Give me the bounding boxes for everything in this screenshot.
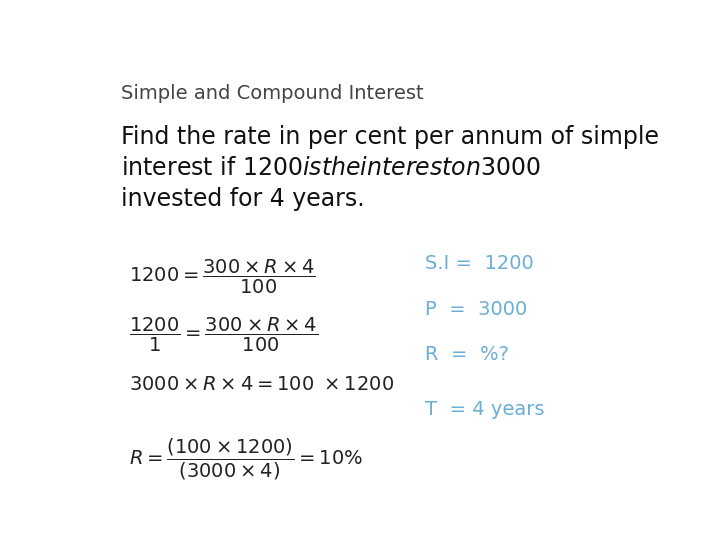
Text: $3000\times R\times 4=100\ \times1200$: $3000\times R\times 4=100\ \times1200$ (129, 375, 394, 394)
Text: $\dfrac{1200}{1} =\dfrac{300\times R\times 4}{100}$: $\dfrac{1200}{1} =\dfrac{300\times R\tim… (129, 316, 318, 354)
Text: T  = 4 years: T = 4 years (425, 400, 544, 419)
Text: $1200 =\dfrac{300\times R\times 4}{100}$: $1200 =\dfrac{300\times R\times 4}{100}$ (129, 258, 315, 296)
Text: Simple and Compound Interest: Simple and Compound Interest (121, 84, 423, 103)
Text: $R=\dfrac{(100\times1200)}{(3000\times4)}=10\%$: $R=\dfrac{(100\times1200)}{(3000\times4)… (129, 437, 363, 482)
Text: P  =  3000: P = 3000 (425, 300, 527, 319)
Text: Find the rate in per cent per annum of simple: Find the rate in per cent per annum of s… (121, 125, 659, 149)
Text: invested for 4 years.: invested for 4 years. (121, 187, 364, 212)
Text: R  =  %?: R = %? (425, 346, 509, 365)
Text: interest if $1200 is the interest on $3000: interest if $1200 is the interest on $30… (121, 156, 541, 180)
Text: S.I =  1200: S.I = 1200 (425, 254, 534, 273)
